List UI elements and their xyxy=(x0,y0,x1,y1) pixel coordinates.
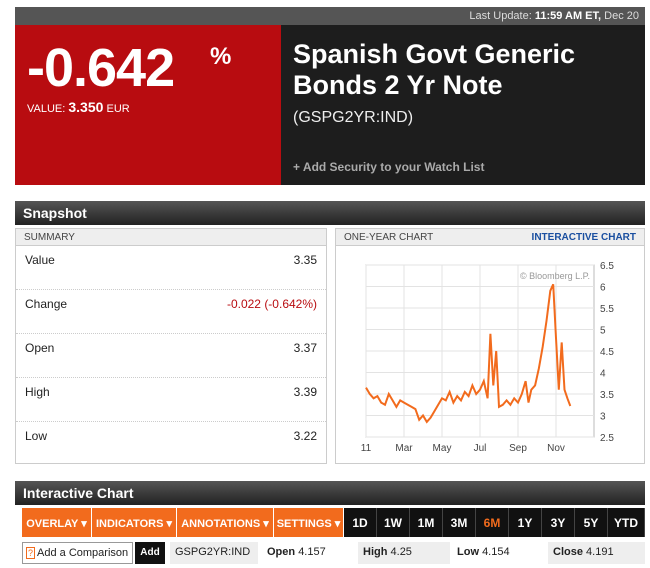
one-year-chart-panel: ONE-YEAR CHART INTERACTIVE CHART 6.5 6 5.5… xyxy=(335,228,645,464)
stat-ticker: GSPG2YR:IND xyxy=(170,542,258,564)
summary-row: Open 3.37 xyxy=(16,334,326,378)
summary-value: 3.22 xyxy=(293,429,317,443)
stat-close: Close 4.191 xyxy=(548,542,645,564)
x-tick-label: Jul xyxy=(474,443,487,454)
summary-row: High 3.39 xyxy=(16,378,326,422)
range-6m[interactable]: 6M xyxy=(476,508,509,537)
range-ytd[interactable]: YTD xyxy=(608,508,645,537)
low-value: 4.154 xyxy=(482,546,510,558)
summary-label: High xyxy=(25,385,50,399)
close-label: Close xyxy=(553,546,583,558)
range-3y[interactable]: 3Y xyxy=(542,508,575,537)
open-label: Open xyxy=(267,546,296,558)
interactive-chart-section-header: Interactive Chart xyxy=(15,481,645,505)
summary-panel: SUMMARY Value 3.35 Change -0.022 (-0.642… xyxy=(15,228,327,464)
y-tick-label: 4.5 xyxy=(600,347,614,358)
low-label: Low xyxy=(457,546,479,558)
open-value: 4.157 xyxy=(298,546,326,558)
summary-value: -0.022 (-0.642%) xyxy=(226,297,317,311)
chart-toolbar: OVERLAY ▾ INDICATORS ▾ ANNOTATIONS ▾ SET… xyxy=(22,508,645,537)
y-tick-label: 4 xyxy=(600,369,606,380)
x-tick-label: Nov xyxy=(547,443,565,454)
change-percent: -0.642 xyxy=(27,38,175,98)
summary-value: 3.37 xyxy=(293,341,317,355)
security-info-box: Spanish Govt Generic Bonds 2 Yr Note (GS… xyxy=(281,25,645,185)
annotations-menu[interactable]: ANNOTATIONS ▾ xyxy=(177,508,274,537)
value-label: VALUE: xyxy=(27,103,66,115)
interactive-chart-link[interactable]: INTERACTIVE CHART xyxy=(531,232,636,243)
add-comparison-button[interactable]: Add xyxy=(135,542,165,564)
range-1m[interactable]: 1M xyxy=(410,508,443,537)
close-value: 4.191 xyxy=(586,546,614,558)
last-update-label: Last Update: xyxy=(469,10,532,22)
y-tick-label: 3 xyxy=(600,412,606,423)
summary-label: Change xyxy=(25,297,68,311)
percent-sign: % xyxy=(210,43,232,70)
summary-label: Open xyxy=(25,341,55,355)
y-tick-label: 6 xyxy=(600,283,606,294)
price-line xyxy=(365,283,572,424)
x-tick-label: Sep xyxy=(509,443,527,454)
summary-value: 3.39 xyxy=(293,385,317,399)
settings-menu[interactable]: SETTINGS ▾ xyxy=(274,508,344,537)
summary-label: Value xyxy=(25,253,55,267)
range-1y[interactable]: 1Y xyxy=(509,508,542,537)
overlay-menu[interactable]: OVERLAY ▾ xyxy=(22,508,92,537)
y-tick-label: 2.5 xyxy=(600,433,614,444)
chart-header: ONE-YEAR CHART INTERACTIVE CHART xyxy=(336,229,644,246)
snapshot-section-header: Snapshot xyxy=(15,201,645,225)
summary-row: Value 3.35 xyxy=(16,246,326,290)
value-line: VALUE: 3.350 EUR xyxy=(27,99,130,115)
chart-watermark: © Bloomberg L.P. xyxy=(520,271,590,281)
chart-header-label: ONE-YEAR CHART xyxy=(344,232,434,243)
y-tick-label: 5.5 xyxy=(600,304,614,315)
stat-high: High 4.25 xyxy=(358,542,450,564)
last-update-time: 11:59 AM ET, xyxy=(534,10,602,22)
one-year-chart: 6.5 6 5.5 5 4.5 4 3.5 3 2.5 11 Mar May Jul Sep Nov © Bl… xyxy=(361,261,615,454)
x-tick-label: May xyxy=(433,443,452,454)
quote-stats-row: ? Add a Comparison Add GSPG2YR:IND Open 4… xyxy=(22,542,645,564)
x-tick-label: 11 xyxy=(361,443,372,454)
range-1w[interactable]: 1W xyxy=(377,508,410,537)
last-update-bar: Last Update: 11:59 AM ET, Dec 20 xyxy=(15,7,645,25)
summary-header: SUMMARY xyxy=(16,229,326,246)
security-ticker: (GSPG2YR:IND) xyxy=(293,109,414,126)
stat-low: Low 4.154 xyxy=(452,542,544,564)
range-5y[interactable]: 5Y xyxy=(575,508,608,537)
security-title: Spanish Govt Generic Bonds 2 Yr Note xyxy=(293,39,576,100)
add-comparison-label: Add a Comparison xyxy=(37,547,129,559)
y-tick-label: 6.5 xyxy=(600,261,614,272)
y-tick-label: 3.5 xyxy=(600,390,614,401)
high-value: 4.25 xyxy=(390,546,412,558)
range-3m[interactable]: 3M xyxy=(443,508,476,537)
question-icon[interactable]: ? xyxy=(26,547,36,559)
quote-change-box: -0.642 % VALUE: 3.350 EUR xyxy=(15,25,281,185)
last-update-date: Dec 20 xyxy=(604,10,639,22)
x-tick-label: Mar xyxy=(395,443,413,454)
add-comparison-field[interactable]: ? Add a Comparison xyxy=(22,542,133,564)
indicators-menu[interactable]: INDICATORS ▾ xyxy=(92,508,177,537)
summary-row: Change -0.022 (-0.642%) xyxy=(16,290,326,334)
summary-value: 3.35 xyxy=(293,253,317,267)
y-tick-label: 5 xyxy=(600,326,606,337)
summary-row: Low 3.22 xyxy=(16,422,326,466)
add-watchlist-link[interactable]: + Add Security to your Watch List xyxy=(293,160,485,174)
value-number: 3.350 xyxy=(68,99,104,115)
currency: EUR xyxy=(106,103,130,115)
range-1d[interactable]: 1D xyxy=(344,508,377,537)
summary-label: Low xyxy=(25,429,48,443)
stat-open: Open 4.157 xyxy=(262,542,354,564)
high-label: High xyxy=(363,546,388,558)
